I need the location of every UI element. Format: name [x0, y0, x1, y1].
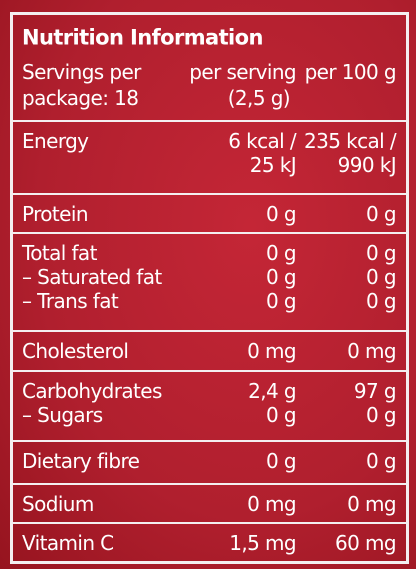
per-serving-value: 0 g — [266, 403, 297, 427]
column-header: (2,5 g) — [227, 86, 291, 110]
nutrient-name: Vitamin C — [22, 531, 114, 555]
per-100g-value: 0 mg — [347, 492, 396, 516]
label-frame — [10, 12, 409, 564]
per-serving-value: 0 g — [266, 449, 297, 473]
per-serving-value: 25 kJ — [249, 153, 297, 177]
title: Nutrition Information — [22, 25, 263, 50]
section-rule — [12, 120, 407, 122]
section-rule — [12, 483, 407, 485]
per-serving-value: 0 g — [266, 202, 297, 226]
nutrient-name: Total fat — [22, 241, 97, 265]
nutrient-name: – Saturated fat — [22, 265, 162, 289]
per-100g-value: 235 kcal / — [303, 129, 397, 153]
section-rule — [12, 330, 407, 332]
per-serving-value: 0 g — [266, 289, 297, 313]
per-serving-value: 0 g — [266, 241, 297, 265]
nutrient-name: – Trans fat — [22, 289, 119, 313]
column-header: per serving — [189, 60, 296, 84]
servings-label: Servings per — [22, 60, 141, 84]
nutrient-name: – Sugars — [22, 403, 103, 427]
per-100g-value: 0 g — [366, 241, 397, 265]
per-100g-value: 0 g — [366, 289, 397, 313]
per-100g-value: 0 mg — [347, 339, 396, 363]
per-serving-value: 0 g — [266, 265, 297, 289]
nutrient-name: Protein — [22, 202, 89, 226]
nutrient-name: Sodium — [22, 492, 94, 516]
per-100g-value: 0 g — [366, 403, 397, 427]
per-100g-value: 0 g — [366, 202, 397, 226]
section-rule — [12, 232, 407, 234]
per-100g-value: 0 g — [366, 265, 397, 289]
per-100g-value: 0 g — [366, 449, 397, 473]
per-100g-value: 990 kJ — [337, 153, 397, 177]
servings-label: package: 18 — [22, 86, 139, 110]
nutrient-name: Cholesterol — [22, 339, 129, 363]
column-header: per 100 g — [304, 60, 397, 84]
section-rule — [12, 370, 407, 372]
section-rule — [12, 522, 407, 524]
nutrient-name: Carbohydrates — [22, 379, 162, 403]
per-serving-value: 2,4 g — [248, 379, 296, 403]
section-rule — [12, 193, 407, 195]
nutrient-name: Dietary fibre — [22, 449, 140, 473]
per-serving-value: 0 mg — [247, 339, 296, 363]
nutrient-name: Energy — [22, 129, 89, 153]
section-rule — [12, 440, 407, 442]
per-100g-value: 60 mg — [335, 531, 397, 555]
per-serving-value: 0 mg — [247, 492, 296, 516]
per-serving-value: 1,5 mg — [229, 531, 296, 555]
per-100g-value: 97 g — [353, 379, 397, 403]
per-serving-value: 6 kcal / — [228, 129, 296, 153]
